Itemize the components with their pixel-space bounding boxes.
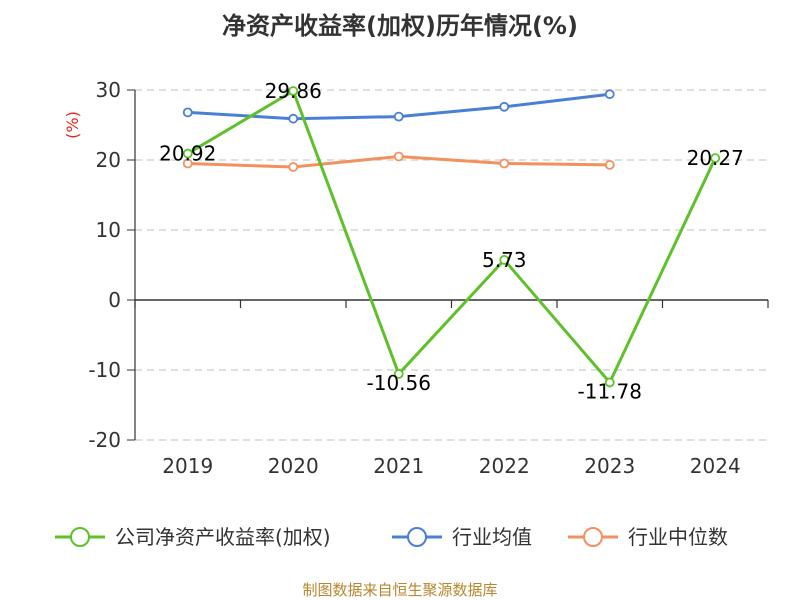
legend-item[interactable]: 行业中位数: [568, 525, 728, 549]
grid-lines: [135, 89, 768, 441]
data-point: [393, 369, 404, 379]
axes: 30 20 10 0 -10 -20 2019 2020 2021 2022 2023 2024: [88, 78, 769, 478]
x-tick-label: 2021: [373, 454, 424, 478]
y-tick-label: 10: [96, 218, 121, 242]
data-label: 29.86: [265, 79, 322, 103]
data-point: [393, 151, 404, 162]
series-2: [182, 151, 615, 172]
legend-label: 公司净资产收益率(加权): [115, 525, 331, 549]
x-tick-label: 2022: [479, 454, 530, 478]
data-point: [499, 101, 510, 112]
data-label: 5.73: [482, 248, 527, 272]
legend-marker-icon: [407, 527, 427, 547]
data-point: [288, 113, 299, 124]
y-axis-label: (%): [63, 111, 82, 139]
series-1: [182, 89, 615, 124]
data-point: [182, 107, 193, 118]
legend-item[interactable]: 行业均值: [392, 525, 532, 549]
y-tick-label: 30: [96, 78, 121, 102]
data-label: -10.56: [367, 371, 431, 395]
data-labels: 20.92 29.86 -10.56 5.73 -11.78 20.27: [159, 79, 744, 403]
data-label: -11.78: [578, 379, 642, 403]
y-tick-label: 20: [96, 148, 121, 172]
x-tick-label: 2024: [690, 454, 741, 478]
series-layer: [182, 86, 721, 388]
legend: 公司净资产收益率(加权) 行业均值 行业中位数: [55, 525, 728, 549]
legend-marker-icon: [70, 527, 90, 547]
legend-marker-icon: [583, 527, 603, 547]
x-tick-label: 2019: [162, 454, 213, 478]
data-point: [182, 158, 193, 169]
data-label: 20.92: [159, 142, 216, 166]
data-point: [182, 148, 193, 159]
legend-label: 行业中位数: [628, 525, 728, 549]
data-point: [604, 89, 615, 100]
y-tick-label: -10: [88, 358, 121, 382]
data-point: [604, 159, 615, 170]
data-point: [499, 158, 510, 169]
data-label: 20.27: [687, 146, 744, 170]
data-point: [710, 153, 721, 164]
y-tick-label: -20: [88, 428, 121, 452]
series-line: [186, 89, 717, 384]
source-note: 制图数据来自恒生聚源数据库: [302, 581, 497, 599]
data-point: [393, 111, 404, 122]
y-tick-label: 0: [108, 288, 121, 312]
x-tick-label: 2023: [584, 454, 635, 478]
data-point: [288, 162, 299, 172]
data-point: [288, 86, 299, 96]
series-0: [182, 86, 721, 388]
legend-item[interactable]: 公司净资产收益率(加权): [55, 525, 331, 549]
data-point: [499, 254, 510, 265]
legend-label: 行业均值: [452, 525, 532, 549]
x-tick-label: 2020: [268, 454, 319, 478]
chart-title: 净资产收益率(加权)历年情况(%): [222, 12, 578, 40]
data-point: [604, 377, 615, 388]
